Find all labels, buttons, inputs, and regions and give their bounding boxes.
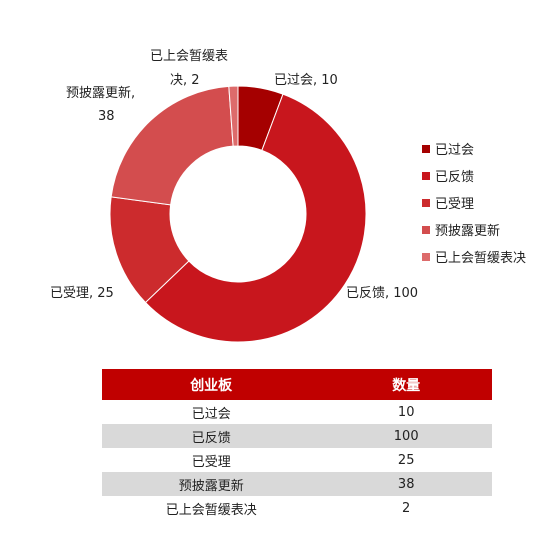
header-count: 数量 xyxy=(320,369,492,400)
slice-label-fankui: 已反馈, 100 xyxy=(346,286,418,301)
row-count: 10 xyxy=(397,404,415,420)
legend-label: 已过会 xyxy=(435,143,474,158)
row-count: 38 xyxy=(320,472,492,496)
slice-label-zanhuan-line1: 已上会暂缓表 xyxy=(150,49,228,64)
summary-table: 创业板 数量 已过会 10 已反馈 100 已受理 25 预披露更新 38 已上 xyxy=(102,369,492,520)
table-row: 预披露更新 38 xyxy=(102,472,492,496)
legend-shouli: 已受理 xyxy=(422,197,474,212)
row-count: 2 xyxy=(402,500,411,516)
slice-label-guohui: 已过会, 10 xyxy=(274,73,338,88)
legend-label: 已受理 xyxy=(435,197,474,212)
slice-label-zanhuan-line2: 决, 2 xyxy=(170,73,200,88)
legend-label: 已上会暂缓表决 xyxy=(435,251,526,266)
table-header-row: 创业板 数量 xyxy=(102,369,492,400)
slice-yupilu xyxy=(110,85,234,206)
slice-zanhuan xyxy=(228,85,239,147)
slice-label-yupilu-line1: 预披露更新, xyxy=(66,85,135,101)
legend-swatch xyxy=(422,253,430,261)
row-count: 25 xyxy=(397,452,415,468)
legend-swatch xyxy=(422,172,430,180)
legend-swatch xyxy=(422,145,430,153)
table-row: 已受理 25 xyxy=(102,448,492,472)
table-row: 已过会 10 xyxy=(102,400,492,424)
legend-swatch xyxy=(422,199,430,207)
table-row: 已反馈 100 xyxy=(102,424,492,448)
slice-label-shouli: 已受理, 25 xyxy=(50,286,114,301)
row-status: 已过会 xyxy=(191,406,231,422)
header-board: 创业板 xyxy=(102,369,321,400)
legend-guohui: 已过会 xyxy=(422,143,474,158)
legend-yupilu: 预披露更新 xyxy=(422,223,500,239)
slice-fankui xyxy=(144,93,367,343)
donut-slices xyxy=(109,85,367,343)
legend-label: 已反馈 xyxy=(435,170,474,185)
row-status: 已上会暂缓表决 xyxy=(165,502,257,518)
legend-fankui: 已反馈 xyxy=(422,170,474,185)
legend-swatch xyxy=(422,226,430,234)
slice-label-yupilu-line2: 38 xyxy=(98,109,115,124)
legend-label: 预披露更新 xyxy=(435,223,500,239)
donut-chart: 已过会, 10 已反馈, 100 已受理, 25 预披露更新, 38 已上会暂缓… xyxy=(50,49,526,343)
slice-labels: 已过会, 10 已反馈, 100 已受理, 25 预披露更新, 38 已上会暂缓… xyxy=(50,49,418,301)
row-count: 100 xyxy=(320,424,492,448)
row-status: 已受理 xyxy=(191,454,231,470)
row-status: 已反馈 xyxy=(102,424,321,448)
legend-zanhuan: 已上会暂缓表决 xyxy=(422,251,526,266)
row-status: 预披露更新 xyxy=(102,472,321,496)
table-row: 已上会暂缓表决 2 xyxy=(102,496,492,520)
summary-table-container: 创业板 数量 已过会 10 已反馈 100 已受理 25 预披露更新 38 已上 xyxy=(102,369,492,520)
